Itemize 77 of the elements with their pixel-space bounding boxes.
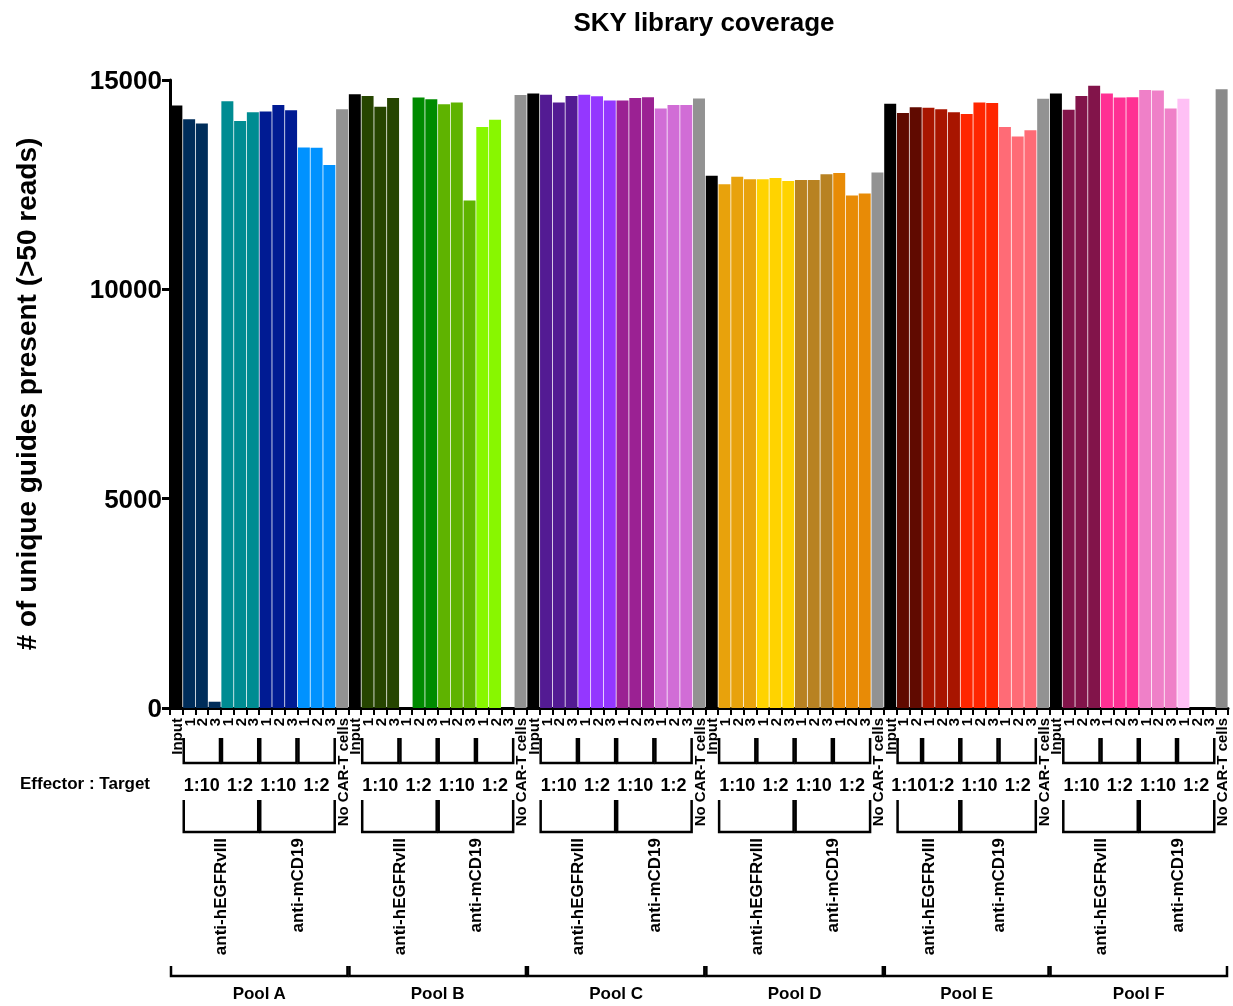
x-tick-label: 2 — [308, 718, 326, 727]
text: 1:2 — [838, 775, 865, 795]
y-tick-label: 15000 — [89, 65, 162, 95]
text: anti-mCD19 — [287, 838, 307, 933]
text: 1:10 — [891, 775, 928, 795]
y-tick-label: 5000 — [104, 483, 162, 514]
text: anti-hEGFRvIII — [389, 838, 409, 956]
x-tick-label: No CAR-T cells — [1213, 718, 1231, 827]
bar — [1037, 98, 1050, 708]
text: anti-mCD19 — [1167, 838, 1187, 933]
x-tick-label: 1 — [359, 718, 377, 727]
text: 1:10 — [719, 775, 756, 795]
bar — [1215, 89, 1228, 708]
text: anti-hEGFRvIII — [568, 838, 588, 956]
y-tick-label: 0 — [147, 693, 162, 723]
x-tick-label: 1 — [614, 718, 632, 727]
text: anti-mCD19 — [466, 838, 486, 933]
text: Effector : Target — [19, 773, 151, 793]
text: 1:10 — [438, 775, 475, 795]
text: anti-mCD19 — [644, 838, 664, 933]
text: 1:10 — [362, 775, 399, 795]
text: 1:10 — [617, 775, 654, 795]
text: anti-mCD19 — [989, 838, 1009, 933]
x-tick-label: 1 — [257, 718, 275, 727]
x-tick-label: Input — [167, 718, 185, 755]
text: anti-mCD19 — [823, 838, 843, 933]
text: 1:2 — [405, 775, 432, 795]
y-tick-label: 10000 — [89, 274, 162, 305]
bar — [871, 172, 884, 708]
bar — [514, 95, 527, 708]
text: anti-hEGFRvIII — [918, 838, 938, 956]
text: 1:2 — [227, 775, 254, 795]
x-tick-label: 1 — [1060, 718, 1078, 727]
x-tick-label: 3 — [856, 718, 874, 727]
text: 1:2 — [1183, 775, 1210, 795]
x-tick-label: 2 — [410, 718, 428, 727]
bar — [1177, 98, 1190, 708]
text: 1:2 — [1106, 775, 1133, 795]
text: 1:2 — [303, 775, 330, 795]
x-tick-label: 1 — [754, 718, 772, 727]
text: 1:10 — [260, 775, 297, 795]
text: 1:2 — [1004, 775, 1031, 795]
x-tick-label: 3 — [1162, 718, 1180, 727]
text: 1:10 — [183, 775, 220, 795]
x-tick-label: 2 — [805, 718, 823, 727]
bar — [336, 109, 349, 708]
text: Pool D — [767, 983, 822, 1003]
text: 1:10 — [795, 775, 832, 795]
text: 1:10 — [1063, 775, 1100, 795]
y-axis-title: # of unique guides present (>50 reads) — [10, 137, 42, 651]
x-tick-label: 2 — [1111, 718, 1129, 727]
x-tick-label: 2 — [907, 718, 925, 727]
text: 1:10 — [961, 775, 998, 795]
text: 1:2 — [660, 775, 687, 795]
text: 1:10 — [1139, 775, 1176, 795]
text: 1:2 — [482, 775, 509, 795]
text: anti-hEGFRvIII — [1091, 838, 1111, 956]
text: Pool E — [940, 983, 994, 1003]
x-tick-label: 3 — [206, 718, 224, 727]
text: 1:10 — [540, 775, 577, 795]
text: Pool F — [1112, 983, 1165, 1003]
text: Pool C — [589, 983, 644, 1003]
text: 1:2 — [928, 775, 955, 795]
x-tick-label: 1 — [958, 718, 976, 727]
x-tick-label: No CAR-T cells — [512, 718, 530, 827]
text: anti-hEGFRvIII — [746, 838, 766, 956]
x-tick-label: 2 — [665, 718, 683, 727]
x-tick-label: 3 — [563, 718, 581, 727]
bar — [693, 98, 705, 708]
text: Pool B — [410, 983, 465, 1003]
text: 1:2 — [762, 775, 789, 795]
text: anti-hEGFRvIII — [211, 838, 231, 956]
text: 1:2 — [584, 775, 611, 795]
x-tick-label: 2 — [1009, 718, 1027, 727]
chart-title: SKY library coverage — [573, 7, 835, 37]
x-tick-label: 3 — [461, 718, 479, 727]
text: Pool A — [232, 983, 286, 1003]
